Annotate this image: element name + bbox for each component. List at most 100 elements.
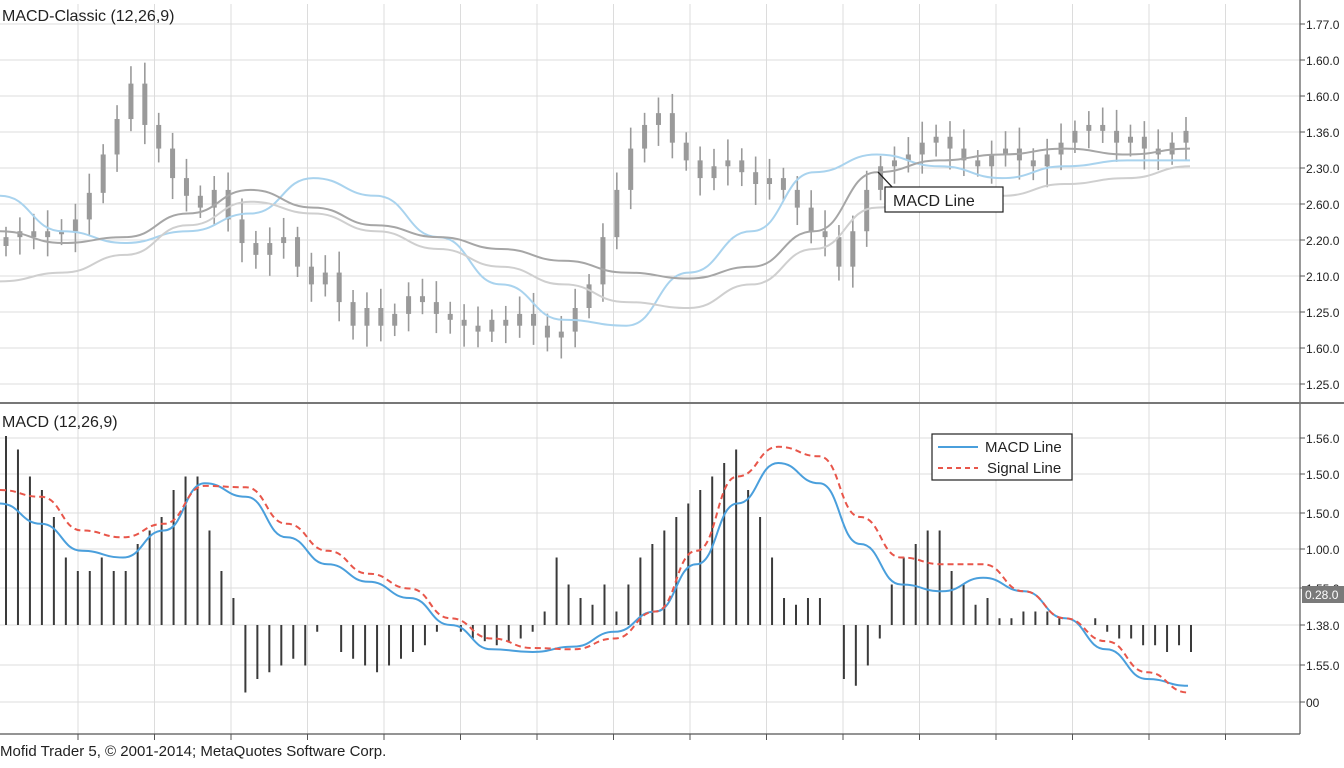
price-candle (891, 146, 897, 184)
macd-tick-label: 00 (1306, 696, 1320, 710)
price-candle (392, 303, 398, 337)
price-tick-label: 1.25.0 (1306, 378, 1340, 392)
price-candle (114, 105, 120, 172)
price-candle (558, 315, 564, 359)
callout-pointer (877, 171, 894, 189)
price-candle (336, 251, 342, 322)
footer-copyright: Mofid Trader 5, © 2001-2014; MetaQuotes … (0, 743, 387, 760)
price-candle (17, 217, 23, 255)
price-candle (989, 140, 995, 184)
price-tick-label: 1.36.0 (1306, 126, 1340, 140)
price-candle (267, 227, 273, 276)
price-candle (642, 112, 648, 163)
price-candle (517, 296, 523, 338)
price-candle (433, 281, 439, 334)
legend-box (931, 433, 1073, 481)
price-candle (378, 288, 384, 342)
price-candle (461, 304, 467, 347)
price-candle (322, 255, 328, 297)
price-candle (1086, 111, 1092, 149)
legend-signal-label: Signal Line (987, 460, 1061, 477)
price-candle (614, 172, 620, 250)
macd-tick-label: 1.56.0 (1306, 432, 1340, 446)
callout-box (884, 186, 1004, 213)
price-candle (45, 210, 51, 257)
price-candle (503, 305, 509, 344)
price-candle (183, 158, 189, 212)
price-candle (600, 223, 606, 302)
ma-fast-line (0, 153, 1190, 327)
price-candle (1127, 124, 1133, 157)
price-candle (753, 156, 759, 205)
price-candle (86, 173, 92, 236)
price-candle (1100, 107, 1106, 143)
price-candle (350, 289, 356, 340)
macd-line (0, 461, 1189, 687)
price-candle (1155, 129, 1161, 171)
price-candle (1141, 121, 1147, 170)
signal-line (0, 445, 1189, 694)
legend-macd-label: MACD Line (985, 439, 1062, 456)
price-candle (725, 139, 731, 186)
price-candle (878, 155, 884, 201)
macd-tick-label: 1.50.0 (1306, 507, 1340, 521)
price-tick-label: 1.60.0 (1306, 54, 1340, 68)
value-badge-bg (1302, 586, 1344, 603)
price-candle (31, 213, 37, 250)
price-candle (475, 306, 481, 348)
price-candle (142, 62, 148, 145)
price-tick-label: 1.60.0 (1306, 90, 1340, 104)
price-candle (489, 309, 495, 342)
price-candle (975, 150, 981, 177)
price-candle (822, 210, 828, 257)
price-candle (447, 301, 453, 334)
price-candle (1183, 116, 1189, 161)
macd-tick-label: 1.38.0 (1306, 619, 1340, 633)
price-candle (128, 66, 134, 132)
price-candle (406, 282, 412, 332)
price-candle (808, 190, 814, 244)
price-candle (225, 172, 231, 232)
price-candle (961, 129, 967, 177)
price-candle (239, 198, 245, 263)
price-tick-label: 1.25.0 (1306, 306, 1340, 320)
value-badge-text: 0.28.0 (1305, 588, 1339, 602)
price-candle (1030, 148, 1036, 181)
price-candle (531, 292, 537, 345)
price-axis: 1.77.0 1.60.0 1.60.0 1.36.0 2.30.0 2.60.0 2.20… (0, 0, 1344, 735)
price-candle (253, 230, 259, 269)
macd-panel[interactable] (0, 436, 1192, 694)
macd-tick-label: 1.00.0 (1306, 543, 1340, 557)
price-candle (1058, 123, 1064, 171)
grid-layer (0, 4, 1300, 740)
price-candle (628, 127, 634, 210)
price-tick-label: 1.60.0 (1306, 342, 1340, 356)
macd-legend: MACD Line Signal Line (931, 433, 1073, 481)
macd-tick-label: 1.55.0 (1306, 659, 1340, 673)
current-value-badge: 0.28.0 (1302, 586, 1344, 603)
price-panel[interactable] (0, 62, 1191, 359)
price-candle (711, 148, 717, 191)
price-tick-label: 2.60.0 (1306, 198, 1340, 212)
ma-mid-line (0, 147, 1191, 280)
price-candle (295, 226, 301, 277)
price-candle (683, 132, 689, 171)
price-candle (850, 215, 856, 288)
macd-tick-label: 1.50.0 (1306, 468, 1340, 482)
price-candle (780, 167, 786, 201)
price-candle (794, 176, 800, 226)
price-tick-label: 2.30.0 (1306, 162, 1340, 176)
price-tick-label: 2.20.0 (1306, 234, 1340, 248)
callout-text: MACD Line (893, 193, 975, 210)
price-candle (933, 124, 939, 157)
macd-panel-title: MACD (12,26,9) (2, 414, 118, 431)
price-candle (1072, 120, 1078, 153)
price-candle (364, 292, 370, 347)
price-candle (281, 217, 287, 259)
price-candle (1044, 138, 1050, 188)
price-candle (669, 93, 675, 159)
ma-slow-line (0, 165, 1191, 310)
price-candle (170, 132, 176, 200)
price-candle (1003, 131, 1009, 167)
